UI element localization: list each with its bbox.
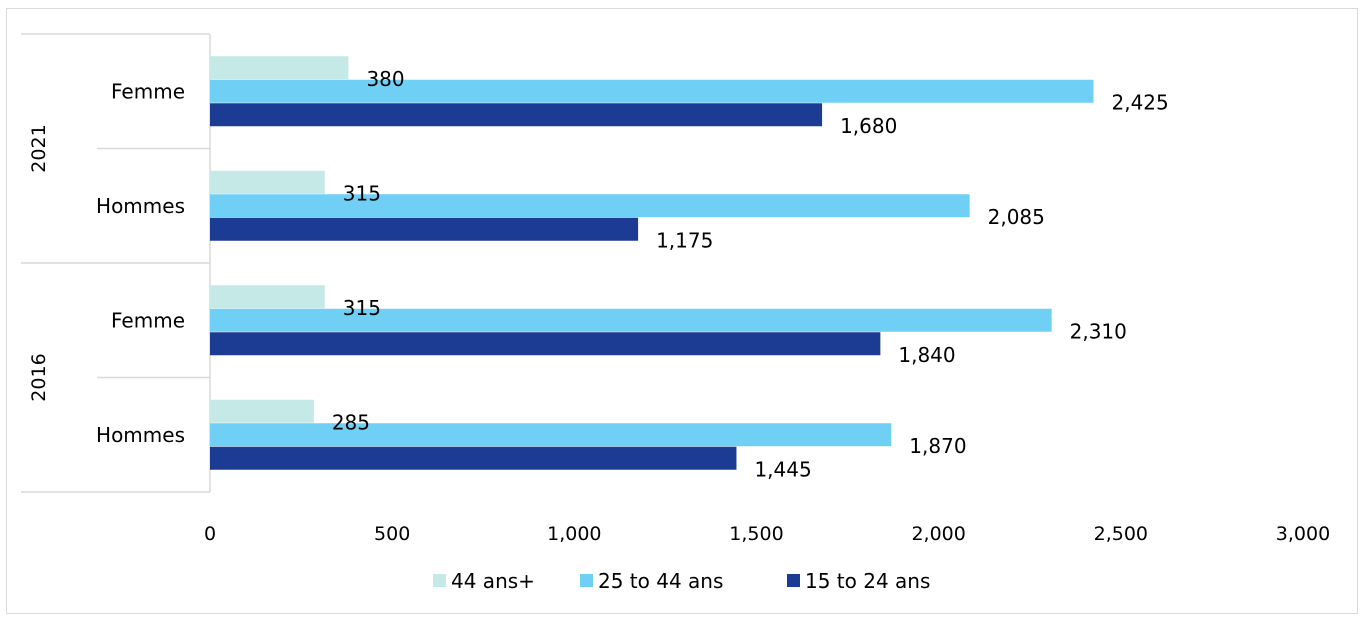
x-tick-label-2-500: 2,500 xyxy=(1094,523,1148,545)
data-labels: 380 2,425 1,680 315 2,085 1,175 315 2,310 1,840 2… xyxy=(332,67,1169,482)
category-label-femme-2021: Femme xyxy=(111,79,185,103)
bar-2016-hommes-44-ans xyxy=(210,399,314,423)
value-label-2016-hommes-25-to-44-ans: 1,870 xyxy=(909,434,966,458)
legend-label-44-ans: 44 ans+ xyxy=(451,569,535,593)
value-label-2021-femme-15-to-24-ans: 1,680 xyxy=(840,114,897,138)
x-tick-label-3-000: 3,000 xyxy=(1276,523,1330,545)
legend-label-25-to-44-ans: 25 to 44 ans xyxy=(598,569,723,593)
bar-2021-hommes-25-to-44-ans xyxy=(210,194,970,218)
chart-frame: 2021 Femme Hommes 2016 Femme Hommes 380 2,425 1… xyxy=(6,8,1358,614)
x-tick-label-1-500: 1,500 xyxy=(729,523,783,545)
bar-2016-femme-15-to-24-ans xyxy=(210,332,881,356)
value-label-2016-femme-15-to-24-ans: 1,840 xyxy=(898,343,955,367)
category-label-hommes-2016: Hommes xyxy=(96,423,185,447)
value-label-2016-hommes-15-to-24-ans: 1,445 xyxy=(754,457,811,481)
bar-2016-femme-25-to-44-ans xyxy=(210,308,1052,332)
bar-2021-femme-15-to-24-ans xyxy=(210,103,823,127)
legend-swatch-15-to-24-ans xyxy=(787,574,800,587)
value-label-2021-femme-44-ans: 380 xyxy=(366,67,404,91)
x-tick-label-0: 0 xyxy=(204,523,216,545)
category-label-femme-2016: Femme xyxy=(111,308,185,332)
legend: 44 ans+ 25 to 44 ans 15 to 24 ans xyxy=(433,569,930,593)
value-label-2021-femme-25-to-44-ans: 2,425 xyxy=(1112,90,1169,114)
bar-2016-femme-44-ans xyxy=(210,285,325,309)
value-label-2021-hommes-44-ans: 315 xyxy=(343,181,381,205)
bars xyxy=(210,56,1094,470)
bar-2021-hommes-44-ans xyxy=(210,170,325,194)
legend-label-15-to-24-ans: 15 to 24 ans xyxy=(805,569,930,593)
bar-2016-hommes-15-to-24-ans xyxy=(210,446,737,470)
year-label-2016: 2016 xyxy=(28,353,50,401)
x-tick-label-2-000: 2,000 xyxy=(911,523,965,545)
bar-chart: 2021 Femme Hommes 2016 Femme Hommes 380 2,425 1… xyxy=(21,33,1330,593)
bar-2021-hommes-15-to-24-ans xyxy=(210,217,639,241)
value-label-2016-femme-44-ans: 315 xyxy=(343,296,381,320)
value-label-2016-femme-25-to-44-ans: 2,310 xyxy=(1070,319,1127,343)
bar-2021-femme-25-to-44-ans xyxy=(210,79,1094,103)
value-axis-ticks: 0 500 1,000 1,500 2,000 2,500 3,000 xyxy=(204,523,1330,545)
x-tick-label-500: 500 xyxy=(374,523,410,545)
value-label-2016-hommes-44-ans: 285 xyxy=(332,410,370,434)
legend-swatch-25-to-44-ans xyxy=(580,574,593,587)
legend-swatch-44-ans xyxy=(433,574,446,587)
bar-2021-femme-44-ans xyxy=(210,56,349,80)
x-tick-label-1-000: 1,000 xyxy=(547,523,601,545)
category-label-hommes-2021: Hommes xyxy=(96,194,185,218)
value-label-2021-hommes-25-to-44-ans: 2,085 xyxy=(988,205,1045,229)
category-axis: 2021 Femme Hommes 2016 Femme Hommes xyxy=(21,33,211,493)
value-label-2021-hommes-15-to-24-ans: 1,175 xyxy=(656,228,713,252)
year-label-2021: 2021 xyxy=(28,124,50,172)
bar-2016-hommes-25-to-44-ans xyxy=(210,423,892,447)
